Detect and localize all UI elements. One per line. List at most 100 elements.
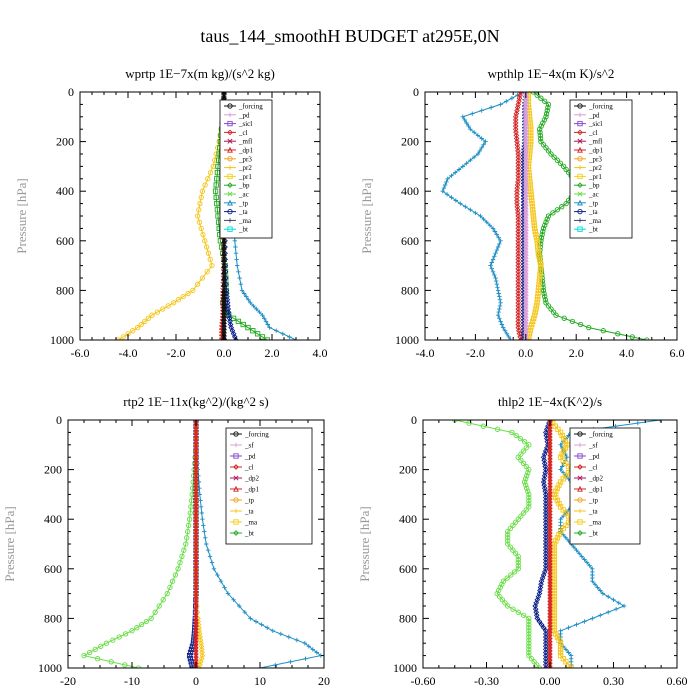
data-point xyxy=(526,625,532,631)
data-point xyxy=(569,318,576,325)
data-point xyxy=(193,516,199,522)
data-point xyxy=(522,228,529,235)
panel-title: rtp2 1E−11x(kg^2)/(kg^2 s) xyxy=(123,394,268,409)
data-point xyxy=(453,198,459,203)
data-point xyxy=(193,535,199,541)
data-point xyxy=(542,429,549,436)
data-point xyxy=(529,204,536,210)
data-point xyxy=(221,274,227,281)
data-point xyxy=(310,647,315,652)
data-point xyxy=(513,129,519,136)
data-point xyxy=(551,603,557,609)
legend-entry: _ta xyxy=(238,208,248,216)
data-point xyxy=(515,259,522,266)
data-point xyxy=(538,123,544,129)
data-point xyxy=(468,158,473,163)
data-point xyxy=(537,132,543,139)
panel-title: wpthlp 1E−4x(m K)/s^2 xyxy=(488,66,615,81)
data-point xyxy=(527,123,534,129)
data-point xyxy=(522,153,529,160)
legend-entry: _forcing xyxy=(588,431,613,439)
data-point xyxy=(551,572,557,578)
x-tick-label: -2.0 xyxy=(167,346,186,360)
data-point xyxy=(513,110,520,117)
data-point xyxy=(514,141,521,148)
data-point xyxy=(512,113,519,120)
data-point xyxy=(511,569,518,575)
data-point xyxy=(536,278,542,284)
legend-entry: _mfl xyxy=(588,138,602,146)
data-point xyxy=(201,523,206,528)
data-point xyxy=(522,125,529,132)
y-tick-label: 600 xyxy=(44,562,62,576)
data-point xyxy=(529,197,535,204)
data-point xyxy=(172,572,179,578)
x-tick-label: 0.0 xyxy=(518,346,533,360)
data-point xyxy=(537,584,544,591)
x-tick-label: 0.30 xyxy=(603,674,624,688)
data-point xyxy=(460,164,465,169)
data-point xyxy=(468,127,473,132)
data-point xyxy=(92,646,98,653)
y-tick-label: 400 xyxy=(401,184,419,198)
data-point xyxy=(239,288,245,293)
data-point xyxy=(497,316,502,321)
legend-entry: _tp xyxy=(238,199,248,207)
data-point xyxy=(221,287,227,294)
legend-marker xyxy=(227,191,233,197)
data-point xyxy=(522,262,529,269)
legend-entry: _forcing xyxy=(238,103,263,111)
legend-marker xyxy=(227,208,233,215)
data-point xyxy=(542,665,549,668)
legend-entry: _ac xyxy=(588,191,599,199)
data-point xyxy=(551,584,557,591)
data-point xyxy=(531,219,537,225)
data-point xyxy=(515,154,522,160)
data-point xyxy=(526,466,532,473)
data-point xyxy=(606,594,611,599)
data-point xyxy=(515,299,522,306)
legend-entry: _sicl xyxy=(238,120,252,128)
legend-marker xyxy=(233,431,239,437)
data-point xyxy=(196,219,203,225)
data-point xyxy=(564,455,570,460)
data-point xyxy=(592,582,598,587)
data-point xyxy=(185,528,191,535)
data-point xyxy=(199,510,204,516)
data-point xyxy=(181,547,187,553)
data-point xyxy=(542,528,549,535)
data-point xyxy=(280,331,285,336)
data-point xyxy=(221,280,227,287)
data-point xyxy=(616,600,621,606)
data-point xyxy=(542,627,549,634)
data-point xyxy=(522,271,529,278)
data-point xyxy=(534,300,540,306)
data-point xyxy=(534,92,540,98)
legend-entry: _dp2 xyxy=(244,475,260,483)
data-point xyxy=(551,563,557,569)
data-point xyxy=(515,290,522,297)
legend-marker xyxy=(577,218,583,223)
data-point xyxy=(522,274,529,281)
data-point xyxy=(213,194,219,201)
data-point xyxy=(514,182,521,188)
data-point xyxy=(515,309,522,315)
data-point xyxy=(232,238,237,243)
legend-marker xyxy=(227,226,233,232)
data-point xyxy=(497,594,503,600)
data-point xyxy=(542,510,549,516)
data-point xyxy=(515,148,521,154)
data-point xyxy=(522,138,529,145)
data-point xyxy=(548,306,554,312)
data-point xyxy=(536,618,543,625)
y-tick-label: 1000 xyxy=(50,333,74,347)
data-point xyxy=(470,111,475,116)
data-point xyxy=(493,278,499,284)
data-point xyxy=(490,269,496,274)
data-point xyxy=(545,303,552,309)
legend-entry: _dp1 xyxy=(244,486,260,494)
legend-marker xyxy=(233,475,239,481)
data-point xyxy=(221,302,227,309)
data-point xyxy=(193,504,199,510)
data-point xyxy=(556,532,562,538)
